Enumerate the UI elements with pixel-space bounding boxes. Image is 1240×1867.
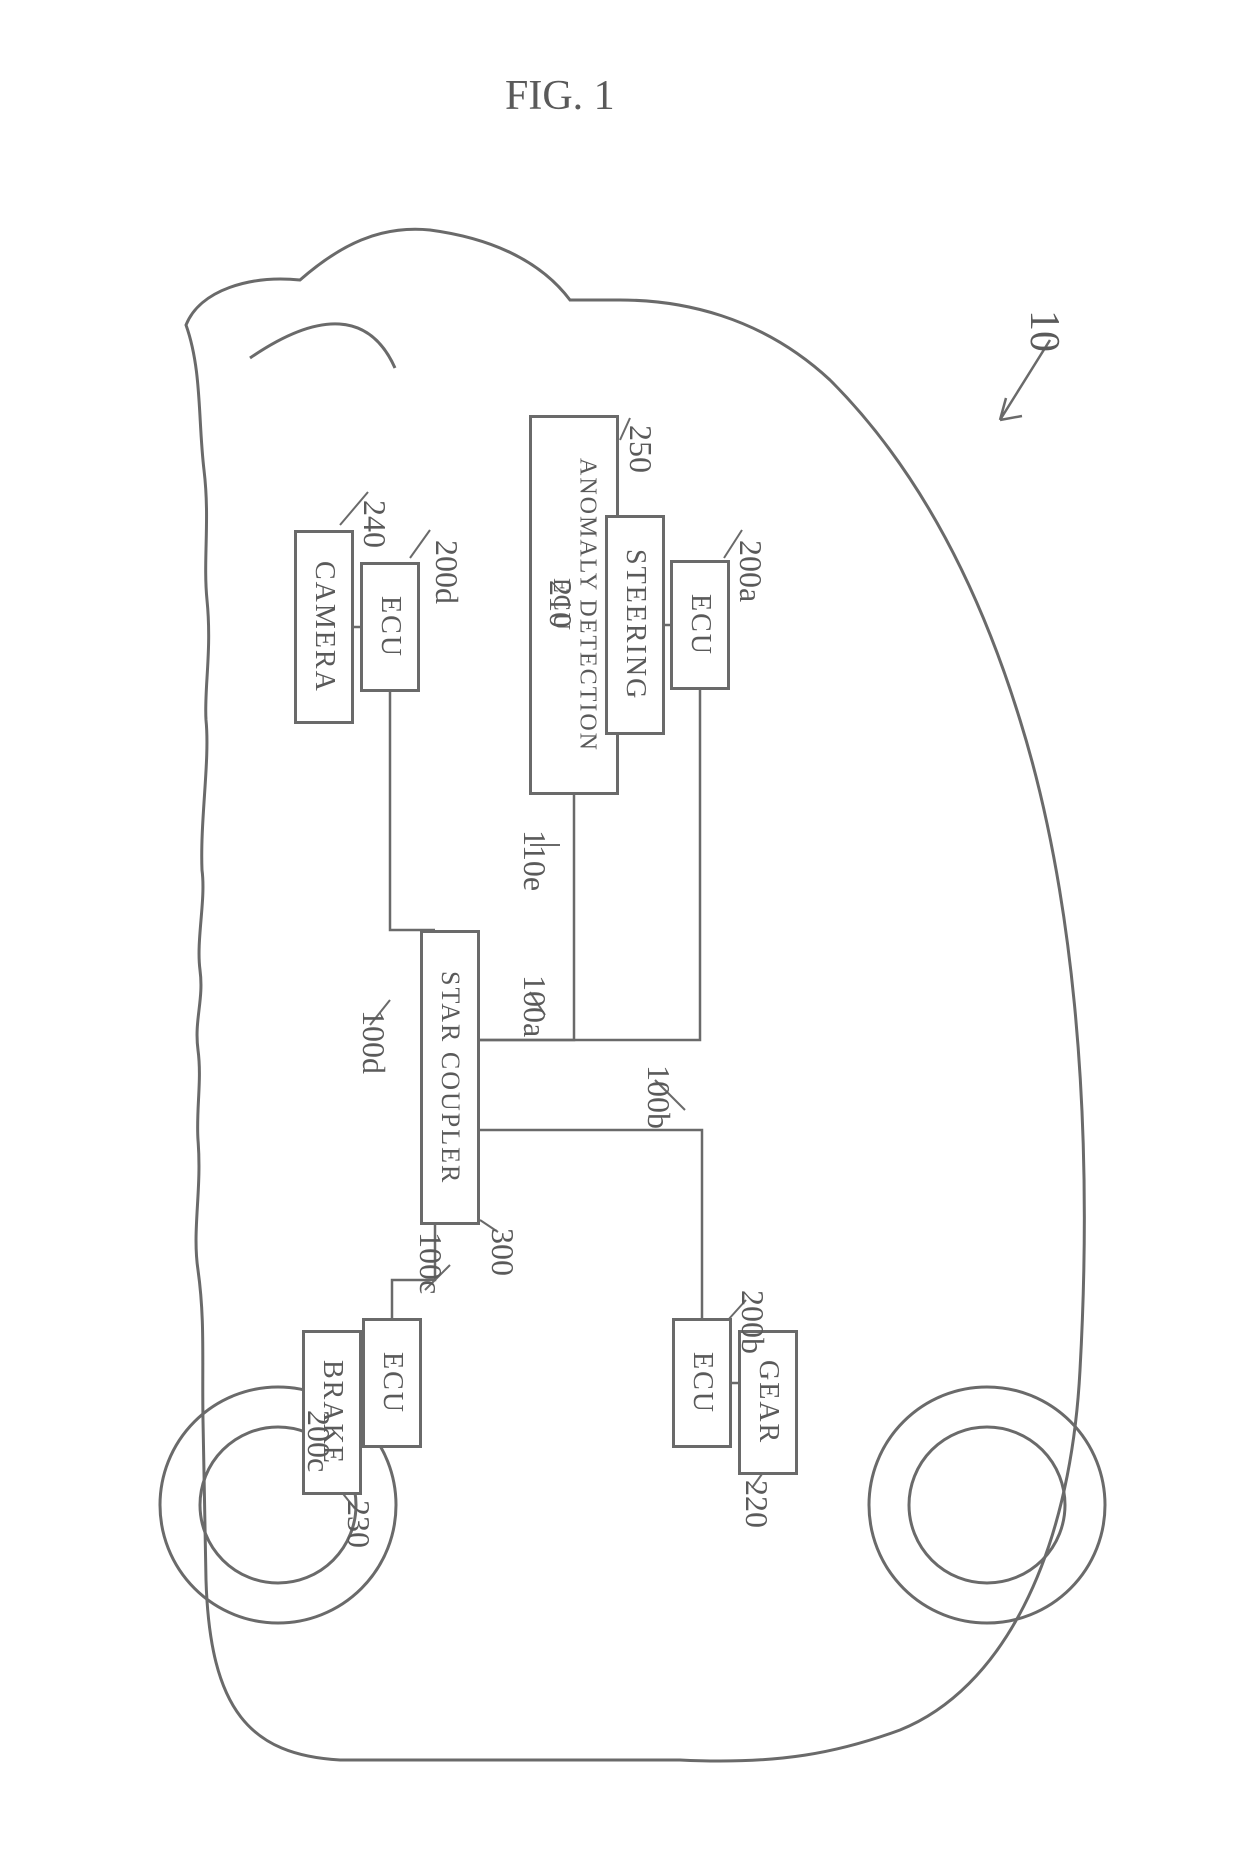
wire-star-ecu_b: [480, 1130, 702, 1318]
wire-star_a_branch-ecu_a: [480, 930, 700, 1040]
ref-110e: 110e: [516, 830, 553, 891]
ref-200a: 200a: [732, 540, 769, 602]
ref-240: 240: [356, 500, 393, 548]
camera-box: CAMERA: [294, 530, 354, 724]
ref-100d: 100d: [355, 1010, 392, 1074]
ecu-a-label: ECU: [684, 594, 716, 656]
ref-100c: 100c: [412, 1232, 449, 1294]
star-coupler-box: STAR COUPLER: [420, 930, 480, 1225]
wire-ecu_d-star: [390, 692, 435, 930]
ref-200b: 200b: [734, 1290, 771, 1354]
ecu-b-label: ECU: [686, 1352, 718, 1414]
figure-title: FIG. 1: [505, 72, 615, 120]
steering-box: STEERING: [605, 515, 665, 735]
ref10-arrow: [1000, 340, 1050, 420]
figure-canvas: FIG. 1 ANOMALY DETECTIONECU CAMERA ECU S…: [0, 0, 1240, 1867]
ecu-a-box: ECU: [670, 560, 730, 690]
rear-wheel-outer: [869, 1387, 1105, 1623]
steering-label: STEERING: [619, 549, 651, 700]
ecu-d-label: ECU: [374, 596, 406, 658]
ref-100a: 100a: [516, 975, 553, 1037]
ecu-c-label: ECU: [376, 1352, 408, 1414]
leader-line-1: [410, 530, 430, 558]
ecu-c-box: ECU: [362, 1318, 422, 1448]
rear-wheel-inner: [909, 1427, 1065, 1583]
diagram-svg: [0, 0, 1240, 1867]
ref-300: 300: [484, 1228, 521, 1276]
ecu-b-box: ECU: [672, 1318, 732, 1448]
ref-200c: 200c: [300, 1410, 337, 1472]
camera-label: CAMERA: [308, 561, 340, 693]
gear-label: GEAR: [752, 1360, 784, 1444]
car-window-arc: [250, 324, 395, 368]
ref-100b: 100b: [640, 1065, 677, 1129]
ref-210: 210: [542, 580, 579, 628]
ref-200d: 200d: [428, 540, 465, 604]
ref-250: 250: [622, 425, 659, 473]
ref-10: 10: [1020, 310, 1068, 352]
ref-220: 220: [738, 1480, 775, 1528]
star-label: STAR COUPLER: [435, 971, 465, 1184]
ecu-d-box: ECU: [360, 562, 420, 692]
ref-230: 230: [340, 1500, 377, 1548]
